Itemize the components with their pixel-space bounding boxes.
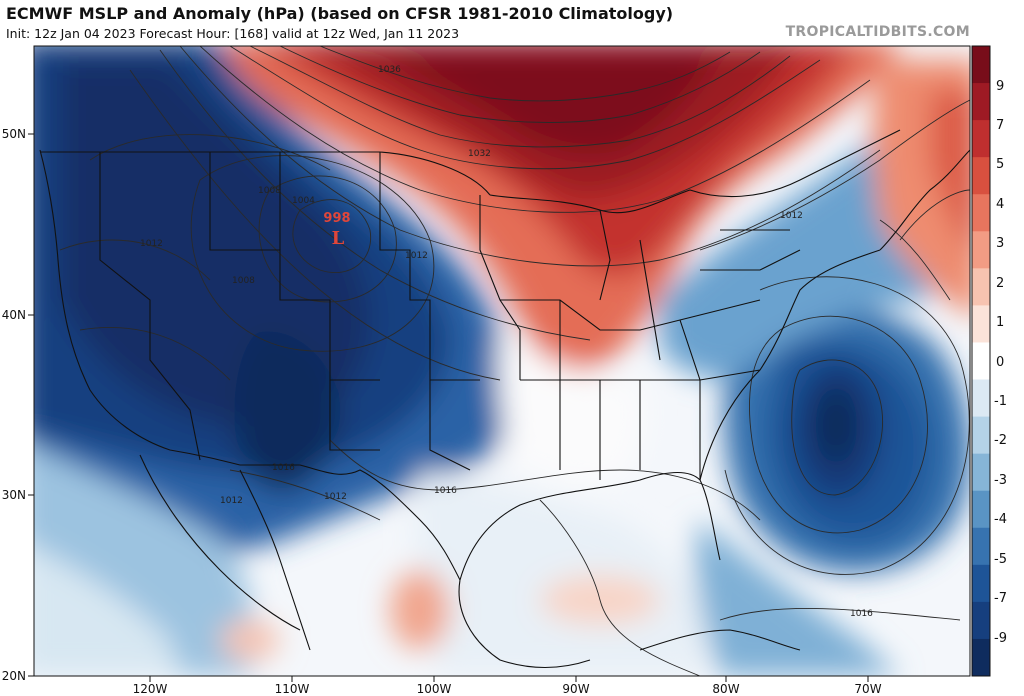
- forecast-info: Init: 12z Jan 04 2023 Forecast Hour: [16…: [6, 26, 460, 41]
- contour-label: 1008: [232, 276, 255, 286]
- colorbar-label: 2: [996, 276, 1004, 291]
- colorbar-segment: [972, 379, 990, 418]
- colorbar-labels: 9 7 5 4 3 2 1 0 -1 -2 -3 -4 -5 -7 -9: [994, 79, 1007, 646]
- low-pressure-center: 998 L: [323, 211, 350, 249]
- contour-label: 1012: [405, 251, 428, 261]
- anomaly-colorbar: [971, 45, 991, 677]
- colorbar-label: -4: [994, 512, 1007, 527]
- colorbar-segment: [972, 268, 990, 306]
- lon-label-120w: 120W: [133, 682, 168, 696]
- lat-label-30n: 30N: [2, 488, 26, 502]
- colorbar-label: -3: [994, 473, 1007, 488]
- colorbar-segment: [972, 83, 990, 121]
- contour-labels: 1036 1032 1012 1008 1004 1012 1008 1012 …: [140, 65, 873, 619]
- colorbar-segment: [972, 638, 990, 677]
- low-pressure-value: 998: [323, 211, 350, 226]
- contour-label: 1004: [292, 196, 315, 206]
- colorbar-label: -5: [994, 552, 1007, 567]
- site-watermark: TROPICALTIDBITS.COM: [785, 24, 970, 40]
- colorbar-segment: [972, 601, 990, 640]
- lon-label-110w: 110W: [275, 682, 310, 696]
- contour-label: 1008: [258, 186, 281, 196]
- colorbar-label: 9: [996, 79, 1004, 94]
- contour-label: 1032: [468, 149, 491, 159]
- colorbar-segment: [972, 342, 990, 381]
- colorbar-segment: [972, 157, 990, 195]
- colorbar-segment: [972, 120, 990, 158]
- lon-label-80w: 80W: [712, 682, 739, 696]
- colorbar-segment: [972, 416, 990, 455]
- colorbar-label: 7: [996, 118, 1004, 133]
- colorbar-label: -2: [994, 433, 1007, 448]
- contour-label: 1016: [272, 463, 295, 473]
- colorbar-segment: [972, 46, 990, 84]
- colorbar-label: 3: [996, 236, 1004, 251]
- colorbar-segment: [972, 564, 990, 603]
- lat-label-50n: 50N: [2, 127, 26, 141]
- contour-label: 1036: [378, 65, 401, 75]
- political-borders: [39, 129, 970, 669]
- colorbar-label: -1: [994, 394, 1007, 409]
- contour-label: 1016: [434, 486, 457, 496]
- map-frame: [28, 45, 971, 682]
- colorbar-segment: [972, 527, 990, 566]
- colorbar-label: -7: [994, 591, 1007, 606]
- colorbar-segment: [972, 305, 990, 343]
- lon-label-90w: 90W: [562, 682, 589, 696]
- low-pressure-symbol: L: [332, 228, 345, 249]
- lat-label-20n: 20N: [2, 669, 26, 683]
- colorbar-label: 5: [996, 157, 1004, 172]
- colorbar-segment: [972, 490, 990, 529]
- contour-label: 1016: [850, 609, 873, 619]
- colorbar-label: 1: [996, 315, 1004, 330]
- colorbar-label: -9: [994, 631, 1007, 646]
- contour-label: 1012: [324, 492, 347, 502]
- colorbar-segment: [972, 231, 990, 269]
- colorbar-segment: [972, 194, 990, 232]
- contour-label: 1012: [780, 211, 803, 221]
- lon-label-70w: 70W: [854, 682, 881, 696]
- colorbar-label: 4: [996, 197, 1004, 212]
- lat-label-40n: 40N: [2, 308, 26, 322]
- colorbar-label: 0: [996, 355, 1004, 370]
- colorbar-segment: [972, 453, 990, 492]
- map-title: ECMWF MSLP and Anomaly (hPa) (based on C…: [6, 4, 674, 23]
- contour-label: 1012: [140, 239, 163, 249]
- contour-label: 1012: [220, 496, 243, 506]
- lon-label-100w: 100W: [417, 682, 452, 696]
